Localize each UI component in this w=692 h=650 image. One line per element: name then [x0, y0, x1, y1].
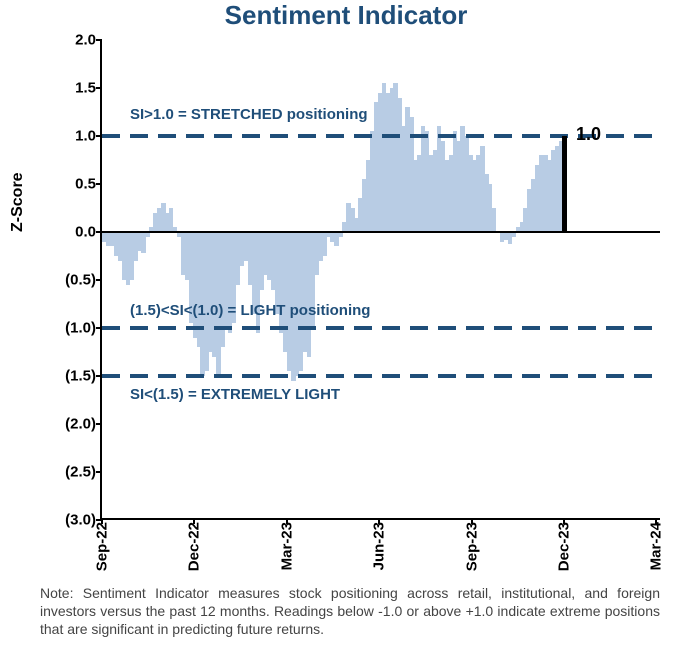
plot-area: 2.01.51.00.50.0(0.5)(1.0)(1.5)(2.0)(2.5)… — [100, 40, 660, 520]
series-bar — [492, 208, 496, 232]
footnote: Note: Sentiment Indicator measures stock… — [40, 584, 660, 639]
xtick-label: Sep-23 — [463, 518, 480, 571]
ytick-mark — [96, 471, 102, 473]
xtick-label: Sep-22 — [94, 518, 111, 571]
current-value-bar — [562, 136, 567, 232]
xtick-label: Mar-24 — [648, 518, 665, 570]
ytick-mark — [96, 39, 102, 41]
y-axis-label: Z-Score — [9, 172, 27, 232]
chart-title: Sentiment Indicator — [0, 0, 692, 31]
xtick-label: Dec-22 — [186, 518, 203, 571]
chart-annotation: SI>1.0 = STRETCHED positioning — [130, 106, 368, 123]
sentiment-chart: Sentiment Indicator 2.01.51.00.50.0(0.5)… — [0, 0, 692, 650]
threshold-line — [102, 373, 662, 379]
ytick-mark — [96, 423, 102, 425]
ytick-mark — [96, 279, 102, 281]
ytick-mark — [96, 183, 102, 185]
xtick-label: Dec-23 — [556, 518, 573, 571]
xtick-label: Jun-23 — [371, 518, 388, 570]
chart-annotation: (1.5)<SI<(1.0) = LIGHT positioning — [130, 302, 370, 319]
ytick-mark — [96, 87, 102, 89]
xtick-label: Mar-23 — [278, 518, 295, 570]
zero-line — [102, 231, 660, 233]
chart-annotation: SI<(1.5) = EXTREMELY LIGHT — [130, 386, 340, 403]
threshold-line — [102, 325, 662, 331]
current-value-label: 1.0 — [576, 124, 601, 145]
